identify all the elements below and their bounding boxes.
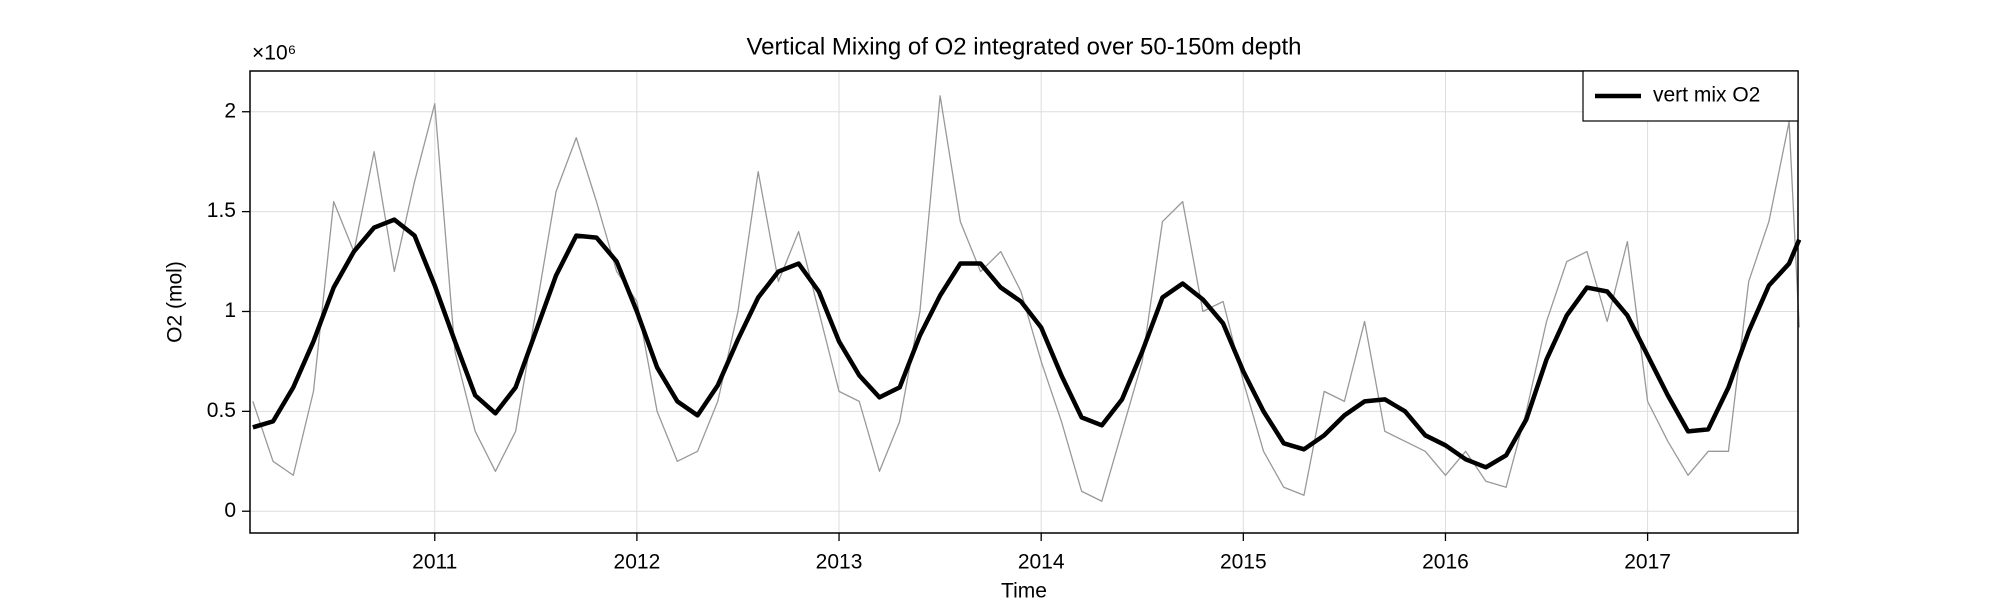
y-tick-label: 1 bbox=[224, 299, 236, 322]
x-tick-label: 2011 bbox=[412, 551, 457, 574]
legend-label: vert mix O2 bbox=[1653, 84, 1760, 107]
smoothed-line bbox=[252, 217, 1802, 470]
y-tick-label: 0 bbox=[224, 499, 236, 522]
x-tick-label: 2014 bbox=[1018, 551, 1065, 574]
x-tick-label: 2015 bbox=[1220, 551, 1267, 574]
plot-frame bbox=[249, 70, 1799, 534]
x-tick-label: 2012 bbox=[614, 551, 661, 574]
y-tick-label: 1.5 bbox=[207, 199, 236, 222]
raw-line bbox=[252, 95, 1800, 502]
y-multiplier: ×10⁶ bbox=[252, 42, 296, 65]
y-tick-label: 0.5 bbox=[207, 399, 236, 422]
chart-title: Vertical Mixing of O2 integrated over 50… bbox=[747, 33, 1302, 60]
y-axis-label: O2 (mol) bbox=[164, 261, 187, 343]
x-tick-label: 2017 bbox=[1624, 551, 1671, 574]
y-tick-label: 2 bbox=[224, 99, 236, 122]
x-tick-label: 2013 bbox=[816, 551, 863, 574]
x-axis-label: Time bbox=[1001, 580, 1047, 600]
x-tick-label: 2016 bbox=[1422, 551, 1469, 574]
